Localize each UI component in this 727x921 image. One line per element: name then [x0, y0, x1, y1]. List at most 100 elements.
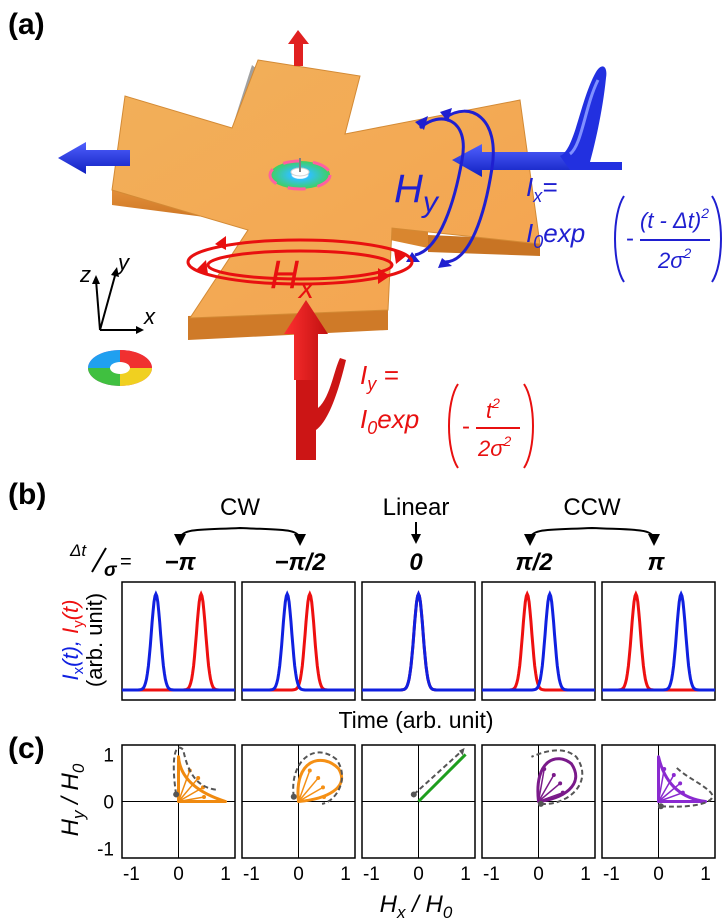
dt-values: −π −π/2 0 π/2 π [164, 549, 665, 576]
svg-text:Iy =: Iy = [360, 360, 399, 394]
axis-x-label: x [143, 304, 156, 329]
panel-c-label: (c) [8, 732, 45, 765]
hodograph-start-dot [290, 793, 297, 800]
cw-bracket-right-arrowhead [294, 534, 306, 546]
ccw-bracket [529, 526, 655, 541]
pulse-panel-0 [121, 581, 236, 701]
hodograph-field-vector [298, 786, 324, 803]
panel-c-xlabel: Hx / H0 [380, 891, 453, 921]
pulse-panel-4 [601, 581, 716, 701]
hx-label: Hx [270, 253, 315, 305]
pulse-panel-1 [241, 581, 356, 701]
pulse-panel-frame [481, 581, 596, 701]
x-tick-label: 1 [340, 864, 351, 885]
x-tick-label: -1 [243, 864, 260, 885]
hodograph-panel-2 [361, 744, 476, 859]
hodograph-vector-tip [671, 772, 676, 777]
svg-text:(arb. unit): (arb. unit) [82, 593, 107, 687]
hodograph-vector-tip [662, 767, 667, 772]
hy-field-loops [406, 108, 495, 268]
hodograph-dashed-path [531, 749, 584, 805]
svg-text:-: - [626, 225, 634, 252]
coordinate-axes [92, 267, 144, 334]
hodograph-start-dot [537, 800, 544, 807]
hodograph-trajectory [417, 753, 467, 803]
x-tick-label: 0 [293, 864, 304, 885]
hodograph-dashed-path [660, 765, 714, 808]
hodograph-ticks: 1 0 -1 -1 0 1 -1 0 1 -1 0 1 -1 0 1 -1 0 1 [97, 745, 711, 885]
hodograph-field-vector [178, 796, 205, 803]
hodograph-vector-tip [196, 776, 201, 781]
dt-value-2: 0 [409, 549, 423, 576]
hodograph-panel-1 [241, 744, 356, 859]
hy-label: Hy [394, 167, 440, 219]
ix-pulse-line [122, 590, 235, 692]
panel-a-label: (a) [8, 8, 45, 41]
hodograph-field-vector [657, 768, 665, 802]
svg-text:2σ2: 2σ2 [477, 433, 512, 461]
hodograph-start-dot [173, 791, 180, 798]
linear-label: Linear [383, 494, 450, 521]
hodograph-dashed-path [172, 746, 217, 795]
svg-text:(t - Δt)2: (t - Δt)2 [640, 205, 709, 233]
x-tick-label: 1 [580, 864, 591, 885]
color-wheel-icon [88, 350, 152, 386]
dt-value-3: π/2 [515, 549, 553, 576]
hodograph-field-vector [538, 791, 564, 803]
linear-pointer-arrowhead [411, 534, 421, 544]
hodograph-field-vector [177, 770, 191, 802]
panel-b-xlabel: Time (arb. unit) [338, 707, 493, 733]
cw-bracket-left-arrowhead [174, 534, 186, 546]
hodograph-dashed-path [292, 751, 343, 805]
y-tick-label: -1 [97, 840, 114, 861]
hodograph-vector-tip [551, 772, 556, 777]
svg-text:I0exp: I0exp [360, 404, 419, 438]
hodograph-field-vector [537, 768, 545, 802]
hodograph-field-vector [658, 791, 684, 803]
hodograph-dashed-arrowhead [458, 747, 465, 756]
svg-text:=: = [120, 551, 132, 573]
x-tick-label: 1 [460, 864, 471, 885]
hodograph-panels: 1 0 -1 -1 0 1 -1 0 1 -1 0 1 -1 0 1 -1 0 1 [97, 744, 716, 885]
svg-text:σ: σ [104, 560, 118, 581]
hodograph-panel-3 [481, 744, 596, 859]
x-tick-label: -1 [123, 864, 140, 885]
current-x-formula: Ix= I0exp - (t - Δt)2 2σ2 [526, 172, 722, 283]
ix-pulse-line [482, 590, 595, 692]
panel-c-ylabel: Hy / H0 [57, 763, 88, 836]
hodograph-trajectory [536, 757, 578, 803]
hodograph-field-vector [538, 782, 561, 803]
x-tick-label: 0 [413, 864, 424, 885]
pulse-panel-3 [481, 581, 596, 701]
svg-text:t2: t2 [486, 395, 500, 423]
x-tick-label: 0 [173, 864, 184, 885]
cw-bracket [179, 526, 301, 541]
hodograph-panel-4 [601, 744, 716, 859]
cw-label: CW [220, 494, 260, 521]
svg-text:I0exp: I0exp [526, 218, 585, 252]
ix-pulse-line [362, 590, 475, 692]
ix-pulse-line [602, 590, 715, 692]
hodograph-start-dot [657, 803, 664, 810]
svg-text:Ix(t), Iy(t): Ix(t), Iy(t) [58, 599, 87, 680]
hodograph-vector-tip [678, 781, 683, 786]
vortex-core-icon [268, 158, 332, 191]
hx-field-loops [186, 236, 414, 286]
svg-text:Ix=: Ix= [526, 172, 557, 206]
hodograph-vector-tip [322, 795, 327, 800]
dt-value-4: π [647, 549, 665, 576]
hodograph-vector-tip [560, 790, 565, 795]
y-tick-label: 0 [103, 793, 114, 814]
hodograph-vector-tip [307, 768, 312, 773]
hodograph-field-vector [297, 770, 311, 802]
current-y-pulse-arrow [284, 300, 346, 460]
cross-sample [111, 59, 541, 340]
ccw-label: CCW [563, 494, 621, 521]
x-tick-label: 0 [653, 864, 664, 885]
x-tick-label: 1 [700, 864, 711, 885]
panel-b-label: (b) [8, 478, 46, 511]
pulse-panels [121, 581, 716, 701]
dt-value-0: −π [164, 549, 196, 576]
hodograph-vector-tip [320, 785, 325, 790]
